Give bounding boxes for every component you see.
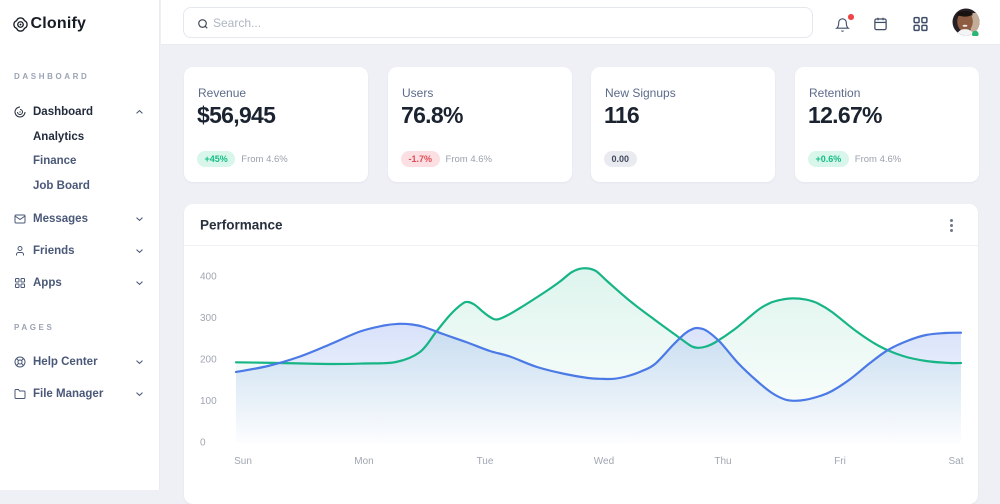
svg-text:Sat: Sat <box>948 456 963 467</box>
svg-text:Fri: Fri <box>834 456 846 467</box>
svg-text:300: 300 <box>200 313 217 324</box>
svg-text:200: 200 <box>200 355 217 366</box>
svg-text:0: 0 <box>200 438 206 449</box>
svg-text:Sun: Sun <box>234 456 252 467</box>
svg-text:400: 400 <box>200 272 217 283</box>
svg-text:Thu: Thu <box>714 456 731 467</box>
svg-text:Tue: Tue <box>477 456 494 467</box>
svg-text:Mon: Mon <box>354 456 373 467</box>
svg-text:Wed: Wed <box>594 456 614 467</box>
svg-text:100: 100 <box>200 396 217 407</box>
